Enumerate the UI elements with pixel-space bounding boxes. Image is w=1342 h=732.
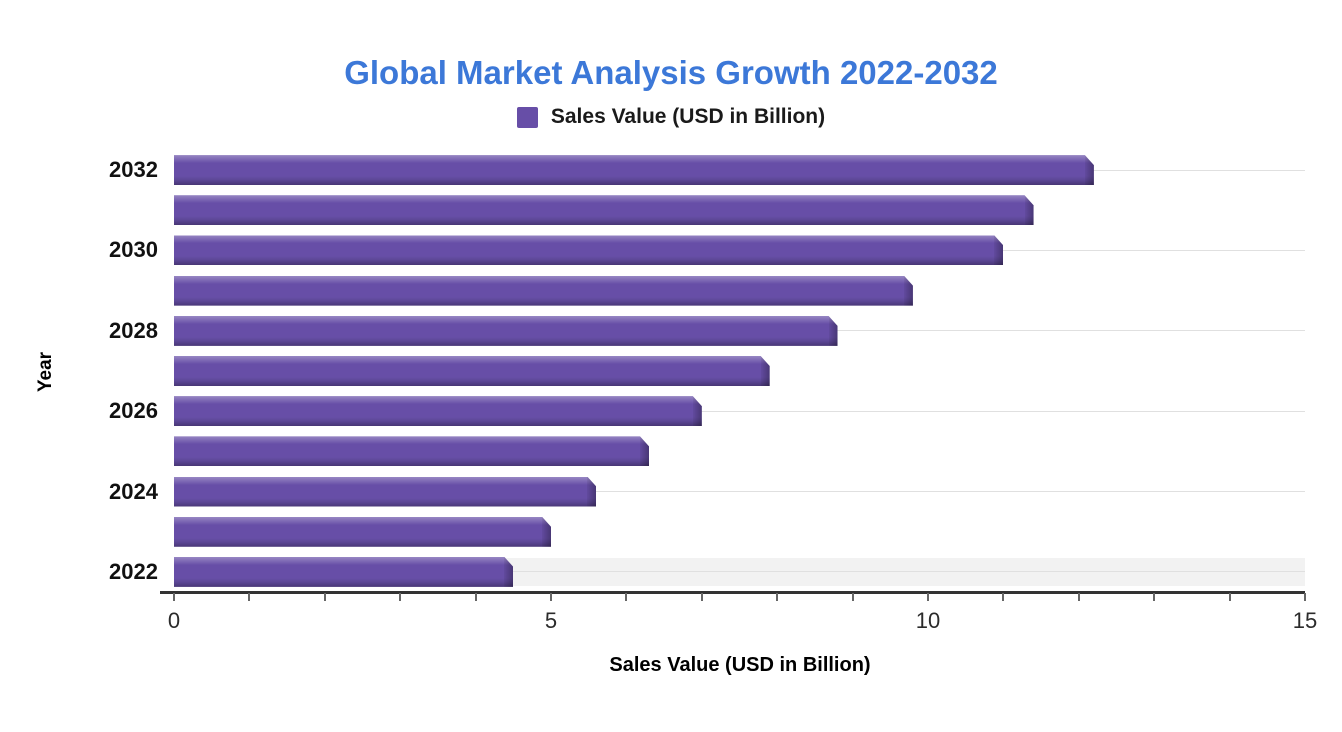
x-axis-tick-2: [323, 593, 326, 601]
bar-2029: [174, 276, 913, 306]
y-tick-label-2026: 2026: [109, 398, 158, 424]
y-tick-label-2032: 2032: [109, 157, 158, 183]
bar-2023: [174, 517, 551, 547]
bar-2030: [174, 235, 1003, 265]
gridline: [174, 410, 1305, 412]
y-tick-label-2030: 2030: [109, 237, 158, 263]
y-tick-label-2024: 2024: [109, 478, 158, 504]
y-tick-label-2028: 2028: [109, 317, 158, 343]
bar-2024: [174, 477, 596, 507]
x-tick-label-10: 10: [915, 608, 941, 633]
x-axis-tick-10: [927, 593, 929, 601]
x-axis-tick-8: [776, 593, 779, 601]
x-axis-tick-0: [173, 593, 175, 601]
x-axis-tick-12: [1077, 593, 1080, 601]
x-axis-tick-9: [851, 593, 854, 601]
x-axis-tick-15: [1304, 593, 1306, 601]
bar-2025: [174, 436, 649, 466]
bar-2032: [174, 155, 1094, 185]
x-axis-line: [160, 591, 1305, 594]
gridline: [174, 491, 1305, 493]
bar-2027: [174, 356, 770, 386]
bar-2026: [174, 396, 702, 426]
legend-label: Sales Value (USD in Billion): [550, 105, 826, 128]
y-tick-label-2022: 2022: [109, 558, 158, 584]
legend-swatch: [516, 106, 538, 128]
y-axis-title: Year: [35, 351, 56, 393]
x-axis-tick-1: [248, 593, 251, 601]
x-tick-label-0: 0: [167, 608, 181, 633]
x-axis-tick-7: [700, 593, 703, 601]
gridline: [174, 571, 1305, 573]
bar-2028: [174, 316, 838, 346]
x-axis-tick-14: [1228, 593, 1231, 601]
legend: Sales Value (USD in Billion): [0, 105, 1342, 129]
bar-2031: [174, 195, 1034, 225]
x-axis-title: Sales Value (USD in Billion): [609, 654, 871, 676]
x-axis-tick-4: [474, 593, 477, 601]
chart-title: Global Market Analysis Growth 2022-2032: [344, 54, 998, 91]
x-axis-tick-11: [1002, 593, 1005, 601]
x-axis-tick-3: [399, 593, 402, 601]
bar-2022: [174, 557, 513, 587]
x-tick-label-15: 15: [1292, 608, 1318, 633]
x-axis-tick-5: [550, 593, 552, 601]
x-axis-tick-6: [625, 593, 628, 601]
x-axis-tick-13: [1153, 593, 1156, 601]
x-tick-label-5: 5: [544, 608, 558, 633]
plot-area: 2032 2030 2028 2026 2024 2022 0 5 10 15: [109, 150, 1317, 633]
